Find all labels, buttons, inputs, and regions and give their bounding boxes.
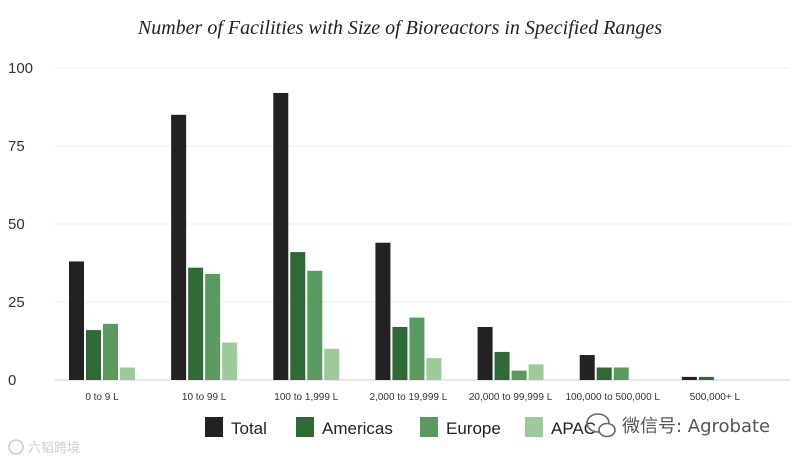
bar-americas-2 bbox=[290, 252, 306, 380]
bar-total-0 bbox=[69, 261, 84, 380]
legend: Total Americas Europe APAC bbox=[205, 417, 596, 438]
bar-apac-3 bbox=[426, 358, 442, 380]
watermark-left-icon bbox=[8, 439, 24, 455]
wechat-icon bbox=[586, 413, 616, 438]
bar-apac-1 bbox=[222, 342, 238, 380]
bar-americas-6 bbox=[698, 376, 714, 380]
bar-americas-4 bbox=[494, 351, 510, 380]
bar-total-4 bbox=[477, 326, 493, 380]
y-axis-ticks: 0 25 50 75 100 bbox=[8, 60, 33, 389]
bar-americas-1 bbox=[188, 267, 204, 380]
bar-europe-4 bbox=[511, 370, 527, 380]
x-tick-label: 20,000 to 99,999 L bbox=[469, 392, 553, 403]
bar-total-6 bbox=[681, 376, 697, 380]
bar-apac-4 bbox=[528, 364, 544, 380]
bar-apac-0 bbox=[120, 367, 135, 380]
y-tick-label: 75 bbox=[8, 138, 25, 155]
x-axis-ticks: 0 to 9 L 10 to 99 L 100 to 1,999 L 2,000 to… bbox=[85, 392, 740, 403]
x-tick-label: 2,000 to 19,999 L bbox=[369, 392, 447, 403]
watermark-left-text: 六韬跨境 bbox=[28, 441, 80, 456]
bar-europe-5 bbox=[613, 367, 629, 380]
bar-americas-0 bbox=[86, 330, 101, 380]
bars bbox=[69, 92, 714, 381]
chart-title: Number of Facilities with Size of Biorea… bbox=[137, 17, 662, 39]
bar-europe-2 bbox=[307, 270, 323, 380]
legend-swatch-apac bbox=[525, 417, 543, 437]
bar-europe-0 bbox=[103, 323, 118, 380]
x-tick-label: 500,000+ L bbox=[690, 392, 741, 403]
legend-label-europe: Europe bbox=[446, 419, 501, 438]
legend-label-apac: APAC bbox=[551, 419, 596, 438]
bar-total-1 bbox=[171, 114, 187, 381]
x-tick-label: 10 to 99 L bbox=[182, 392, 227, 403]
legend-label-total: Total bbox=[231, 419, 267, 438]
bar-total-2 bbox=[273, 92, 289, 381]
legend-label-americas: Americas bbox=[322, 419, 393, 438]
bar-apac-2 bbox=[324, 348, 340, 380]
bar-total-3 bbox=[375, 242, 391, 380]
watermark-right-text: 微信号: Agrobate bbox=[622, 416, 770, 437]
y-tick-label: 100 bbox=[8, 60, 33, 77]
bar-americas-3 bbox=[392, 326, 408, 380]
y-tick-label: 0 bbox=[8, 372, 16, 389]
bar-europe-3 bbox=[409, 317, 425, 380]
y-tick-label: 25 bbox=[8, 294, 25, 311]
x-tick-label: 100 to 1,999 L bbox=[274, 392, 338, 403]
legend-swatch-europe bbox=[420, 417, 438, 437]
bar-total-5 bbox=[579, 355, 595, 380]
bar-europe-1 bbox=[205, 273, 221, 380]
legend-swatch-americas bbox=[296, 417, 314, 437]
watermark-left: 六韬跨境 bbox=[8, 439, 80, 456]
watermark-right: 微信号: Agrobate bbox=[586, 413, 770, 438]
x-tick-label: 0 to 9 L bbox=[85, 392, 119, 403]
y-tick-label: 50 bbox=[8, 216, 25, 233]
bar-americas-5 bbox=[596, 367, 612, 380]
x-tick-label: 100,000 to 500,000 L bbox=[565, 392, 660, 403]
legend-swatch-total bbox=[205, 417, 223, 437]
